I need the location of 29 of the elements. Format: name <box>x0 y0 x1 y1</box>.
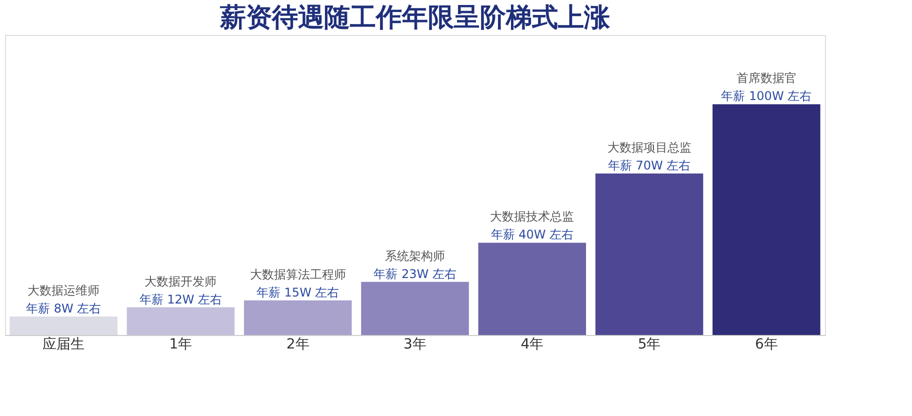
annotation: 大数据运维师 <box>28 284 100 298</box>
annotation: 大数据技术总监 <box>490 210 574 224</box>
x-tick-label: 2年 <box>286 336 310 352</box>
data-label: 年薪 40W 左右 <box>490 228 574 242</box>
bar <box>126 307 235 335</box>
bar <box>712 104 820 335</box>
annotation: 大数据项目总监 <box>607 140 692 154</box>
data-label: 年薪 23W 左右 <box>374 266 456 281</box>
data-label: 年薪 15W 左右 <box>256 285 340 300</box>
x-tick-label: 3年 <box>404 336 426 352</box>
annotation: 大数据开发师 <box>144 274 217 288</box>
chart-title: 薪资待遇随工作年限呈阶梯式上涨 <box>219 3 611 33</box>
annotation: 首席数据官 <box>736 71 796 86</box>
bar <box>478 242 586 335</box>
bar <box>595 173 704 335</box>
x-tick-label: 5年 <box>638 336 661 352</box>
annotation: 大数据算法工程师 <box>250 267 346 282</box>
x-tick-label: 6年 <box>754 336 778 352</box>
annotation: 系统架构师 <box>385 248 445 263</box>
x-tick-label: 应届生 <box>42 336 85 352</box>
x-tick-label: 4年 <box>520 336 544 352</box>
x-tick-label: 1年 <box>169 336 192 352</box>
bar <box>10 316 118 335</box>
data-label: 年薪 8W 左右 <box>26 302 102 316</box>
bar <box>244 300 352 335</box>
bar <box>361 282 469 335</box>
data-label: 年薪 70W 左右 <box>608 158 691 172</box>
data-label: 年薪 12W 左右 <box>139 292 222 306</box>
data-label: 年薪 100W 左右 <box>721 89 812 104</box>
